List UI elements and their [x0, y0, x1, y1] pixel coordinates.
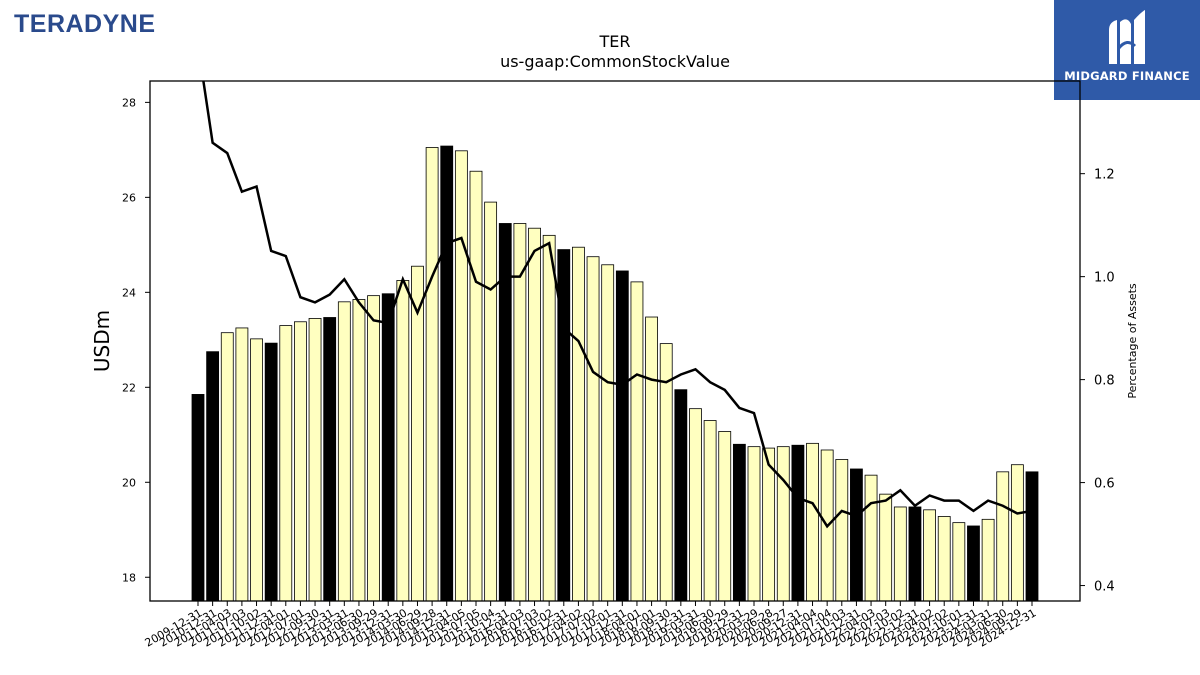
percentage-line: [202, 81, 1033, 529]
midgard-logo-icon: [1109, 10, 1145, 64]
bar: [967, 525, 980, 602]
bar: [542, 234, 556, 602]
y-axis: 18 20 22 24 26 28: [122, 96, 150, 584]
y2-tick-label: 0.8: [1094, 374, 1115, 389]
y2-tick-label: 1.2: [1094, 168, 1115, 183]
bar: [645, 316, 658, 602]
y-tick-label: 28: [122, 96, 136, 109]
bar: [601, 264, 615, 602]
bar: [864, 474, 878, 602]
bar: [454, 150, 468, 602]
bar: [703, 420, 717, 602]
bar: [674, 389, 688, 602]
plot-frame: [149, 80, 1081, 602]
bar: [250, 338, 263, 602]
bar: [791, 444, 805, 602]
bar: [396, 280, 410, 602]
bar: [850, 468, 863, 602]
bar: [1025, 471, 1039, 602]
y-tick-label: 24: [122, 286, 136, 299]
line-group: [202, 81, 1033, 529]
bar: [879, 493, 893, 602]
y-tick-label: 22: [122, 381, 136, 394]
y2-tick-label: 0.4: [1094, 580, 1115, 595]
bar: [630, 281, 644, 602]
bar: [323, 317, 337, 602]
y-tick-label: 20: [122, 476, 136, 489]
bar: [732, 443, 746, 602]
chart-title: TER: [599, 32, 631, 51]
y-tick-label: 18: [122, 571, 136, 584]
bar: [308, 318, 322, 602]
bar: [411, 265, 424, 602]
bar: [220, 332, 234, 602]
bar: [513, 223, 527, 602]
bar: [191, 394, 205, 602]
bar: [996, 471, 1010, 602]
brand-name: MIDGARD FINANCE: [1064, 69, 1190, 83]
y2-tick-label: 0.6: [1094, 477, 1115, 492]
bar: [440, 145, 454, 602]
bar: [586, 256, 600, 602]
bar: [747, 446, 761, 602]
bar: [279, 325, 293, 602]
bar: [235, 327, 249, 602]
bar: [264, 342, 278, 602]
bar: [572, 246, 585, 602]
y-tick-label: 26: [122, 191, 136, 204]
bars-group: [191, 145, 1039, 602]
teradyne-logo: TERADYNE: [14, 10, 156, 38]
bar: [294, 321, 307, 602]
bar: [937, 516, 951, 602]
x-axis: 2009-12-312010-12-312011-04-032011-07-03…: [143, 601, 1039, 650]
bar: [469, 170, 483, 602]
bar: [952, 522, 966, 602]
bar: [367, 295, 380, 602]
bar: [425, 147, 439, 602]
bar: [908, 506, 922, 602]
bar: [923, 509, 936, 602]
bar: [835, 459, 849, 602]
bar: [718, 431, 732, 602]
chart-subtitle: us-gaap:CommonStockValue: [500, 52, 730, 71]
bar: [762, 447, 776, 602]
bar: [381, 293, 395, 602]
y-axis-label: USDm: [90, 310, 114, 372]
bar: [528, 227, 541, 602]
bar: [615, 270, 629, 602]
bar: [776, 446, 790, 602]
y2-axis: 0.4 0.6 0.8 1.0 1.2: [1080, 168, 1115, 595]
y2-tick-label: 1.0: [1094, 271, 1115, 286]
bar: [337, 301, 351, 602]
bar: [484, 201, 498, 602]
bar: [206, 351, 220, 602]
midgard-finance-brand: MIDGARD FINANCE: [1054, 0, 1200, 100]
bar: [1010, 464, 1024, 602]
bar: [352, 299, 366, 602]
bar: [689, 408, 702, 602]
bar: [981, 518, 995, 602]
y2-axis-label: Percentage of Assets: [1126, 283, 1139, 399]
bar: [893, 506, 907, 602]
bar: [806, 442, 819, 602]
